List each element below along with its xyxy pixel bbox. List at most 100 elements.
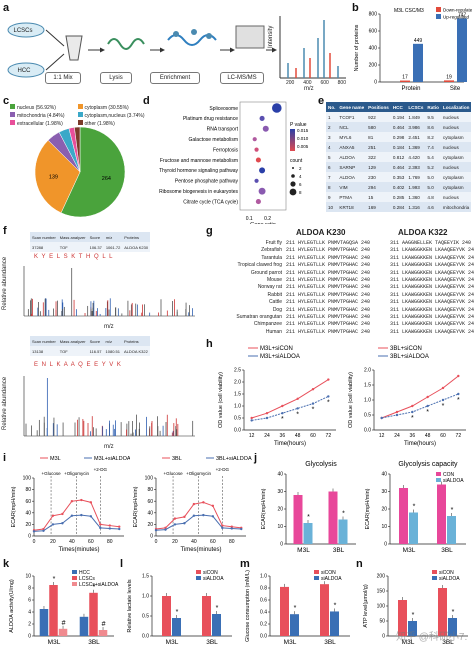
pie-slice — [74, 126, 81, 173]
table-cell: 0.184 — [390, 142, 407, 152]
panel-label-e: e — [318, 95, 325, 107]
legend-label: HCC — [79, 570, 90, 576]
scan-header: Scan number — [30, 232, 58, 242]
legend-swatch — [196, 576, 201, 580]
data-point — [202, 501, 205, 504]
y-tick-label: 1.5 — [364, 383, 371, 389]
panel-label-h: h — [206, 338, 213, 350]
y-tick-label: 10 — [277, 524, 283, 530]
data-point — [230, 527, 233, 530]
lcscs-label: LCSCs — [13, 28, 33, 34]
series-line — [155, 514, 242, 531]
bar — [457, 18, 467, 82]
spectrum-peaks — [287, 20, 339, 78]
bar — [447, 516, 456, 544]
legend-swatch — [10, 104, 15, 109]
significance-mark: # — [62, 620, 66, 627]
panel-label-d: d — [143, 95, 150, 107]
table-cell: 8 — [326, 182, 338, 192]
table-header-cell: HCC — [390, 102, 407, 112]
y-tick-label: 40 — [25, 510, 31, 516]
injection-label: +Oligomycin — [186, 471, 211, 476]
table-cell: 0.194 — [390, 112, 407, 122]
table-cell: 5.2 — [425, 162, 441, 172]
table-cell: 8.6 — [425, 122, 441, 132]
panel-label-n: n — [356, 558, 363, 570]
y-tick-label: 0.0 — [234, 428, 241, 434]
x-tick-label: 12 — [249, 433, 255, 439]
table-cell: 4.6 — [425, 202, 441, 212]
legend-swatch — [436, 7, 441, 12]
table-cell: 322 — [366, 152, 391, 162]
scan-header: m/z — [103, 232, 123, 242]
data-point — [173, 523, 177, 526]
data-point — [250, 416, 253, 420]
legend-label: 3BL+siCON — [390, 346, 422, 352]
y-tick-label: 100 — [23, 476, 32, 482]
arrow — [45, 53, 65, 71]
table-header-cell: LCSCs — [406, 102, 426, 112]
legend-swatch — [77, 104, 83, 109]
ms-tick: 600 — [320, 80, 329, 86]
table-cell: 0.284 — [390, 202, 407, 212]
data-point — [51, 514, 55, 517]
y-tick-label: 1.5 — [234, 392, 241, 398]
series-line — [251, 379, 329, 419]
table-cell: 0.812 — [390, 152, 407, 162]
ms-ticks: 200 400 600 800 — [286, 80, 346, 86]
x-tick-label: 3BL — [441, 547, 453, 554]
table-cell: cytoplasm — [440, 172, 472, 182]
data-point — [164, 526, 167, 530]
pathway-label: RNA transport — [207, 127, 239, 133]
y-tick-label: 20 — [277, 507, 283, 513]
ms-tick: 800 — [337, 80, 346, 86]
x-tick-label: 0.2 — [264, 216, 271, 222]
data-point — [457, 392, 460, 396]
x-tick-label: 80 — [229, 539, 235, 545]
series-line — [33, 499, 120, 531]
legend-p-tick: 0.015 — [297, 128, 309, 133]
data-point — [311, 402, 315, 405]
table-cell: ALDOA — [337, 172, 367, 182]
sequence-k230: 211 HYLEGTLLK PNMVTPGHAC 240 — [286, 321, 371, 328]
x-tick-label: M3L — [402, 639, 415, 646]
bubble — [259, 115, 265, 121]
x-tick-label: 80 — [107, 539, 113, 545]
ms-tick: 200 — [286, 80, 295, 86]
y-tick-label: 20 — [147, 522, 153, 528]
table-cell: 1.993 — [406, 182, 426, 192]
x-tick-label: 24 — [394, 433, 400, 439]
y-tick-label: 40 — [277, 472, 283, 478]
legend-item: cytoplasm (30.55%) — [77, 104, 146, 112]
significance-mark: * — [53, 576, 56, 583]
glycolysis-capacity-chart: 0 10 20 30 40 ECAR(mpH/min) Glycolysis capacit… — [365, 461, 466, 554]
legend-count-title: count — [290, 158, 303, 164]
data-point — [327, 378, 330, 381]
bar — [212, 614, 221, 636]
sequence-k230: 211 HYLEGTLLK PNMVTPGHAC 240 — [286, 328, 371, 335]
scan-header: Scan number — [30, 336, 58, 346]
protein-icon — [107, 38, 145, 50]
table-cell: NCL — [337, 122, 367, 132]
legend-p-tick: 0.005 — [297, 144, 309, 149]
y-tick-label: 2.0 — [234, 380, 241, 386]
bubble — [255, 199, 261, 205]
legend-item: extracellular (1.98%) — [10, 120, 78, 128]
panel-label-l: l — [120, 558, 124, 570]
injection-label: +2-DG — [216, 467, 230, 472]
legend-label: 3BL+siALDOA — [390, 354, 429, 360]
legend-label: 3BL — [172, 456, 182, 462]
bar — [320, 584, 329, 636]
y-tick-label: 30 — [277, 489, 283, 495]
y-tick-label: 200 — [377, 574, 386, 580]
data-point — [192, 502, 196, 506]
sequence-k322: 311 LKAWGGKKEN LKAAQEEYVK 240 — [390, 269, 474, 276]
spectrum-ylabel-bottom: Relative abundance — [2, 376, 8, 430]
sequence-k322: 311 LKAWGGKKEN LKAAQEEYVK 240 — [390, 262, 474, 269]
x-axis-label: Time(hours) — [274, 441, 306, 447]
y-axis-label: Glucose consumption (mM/L) — [245, 570, 251, 642]
data-point — [457, 374, 460, 378]
lysis-box: Lysis — [100, 72, 132, 84]
data-point — [99, 526, 102, 530]
table-cell: cytoplasm — [440, 182, 472, 192]
